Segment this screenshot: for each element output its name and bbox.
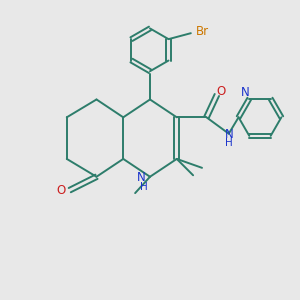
Text: N: N xyxy=(224,128,233,141)
Text: H: H xyxy=(225,139,232,148)
Text: Br: Br xyxy=(196,25,209,38)
Text: O: O xyxy=(217,85,226,98)
Text: N: N xyxy=(241,86,250,99)
Text: N: N xyxy=(137,171,146,184)
Text: O: O xyxy=(57,184,66,196)
Text: H: H xyxy=(140,182,147,192)
